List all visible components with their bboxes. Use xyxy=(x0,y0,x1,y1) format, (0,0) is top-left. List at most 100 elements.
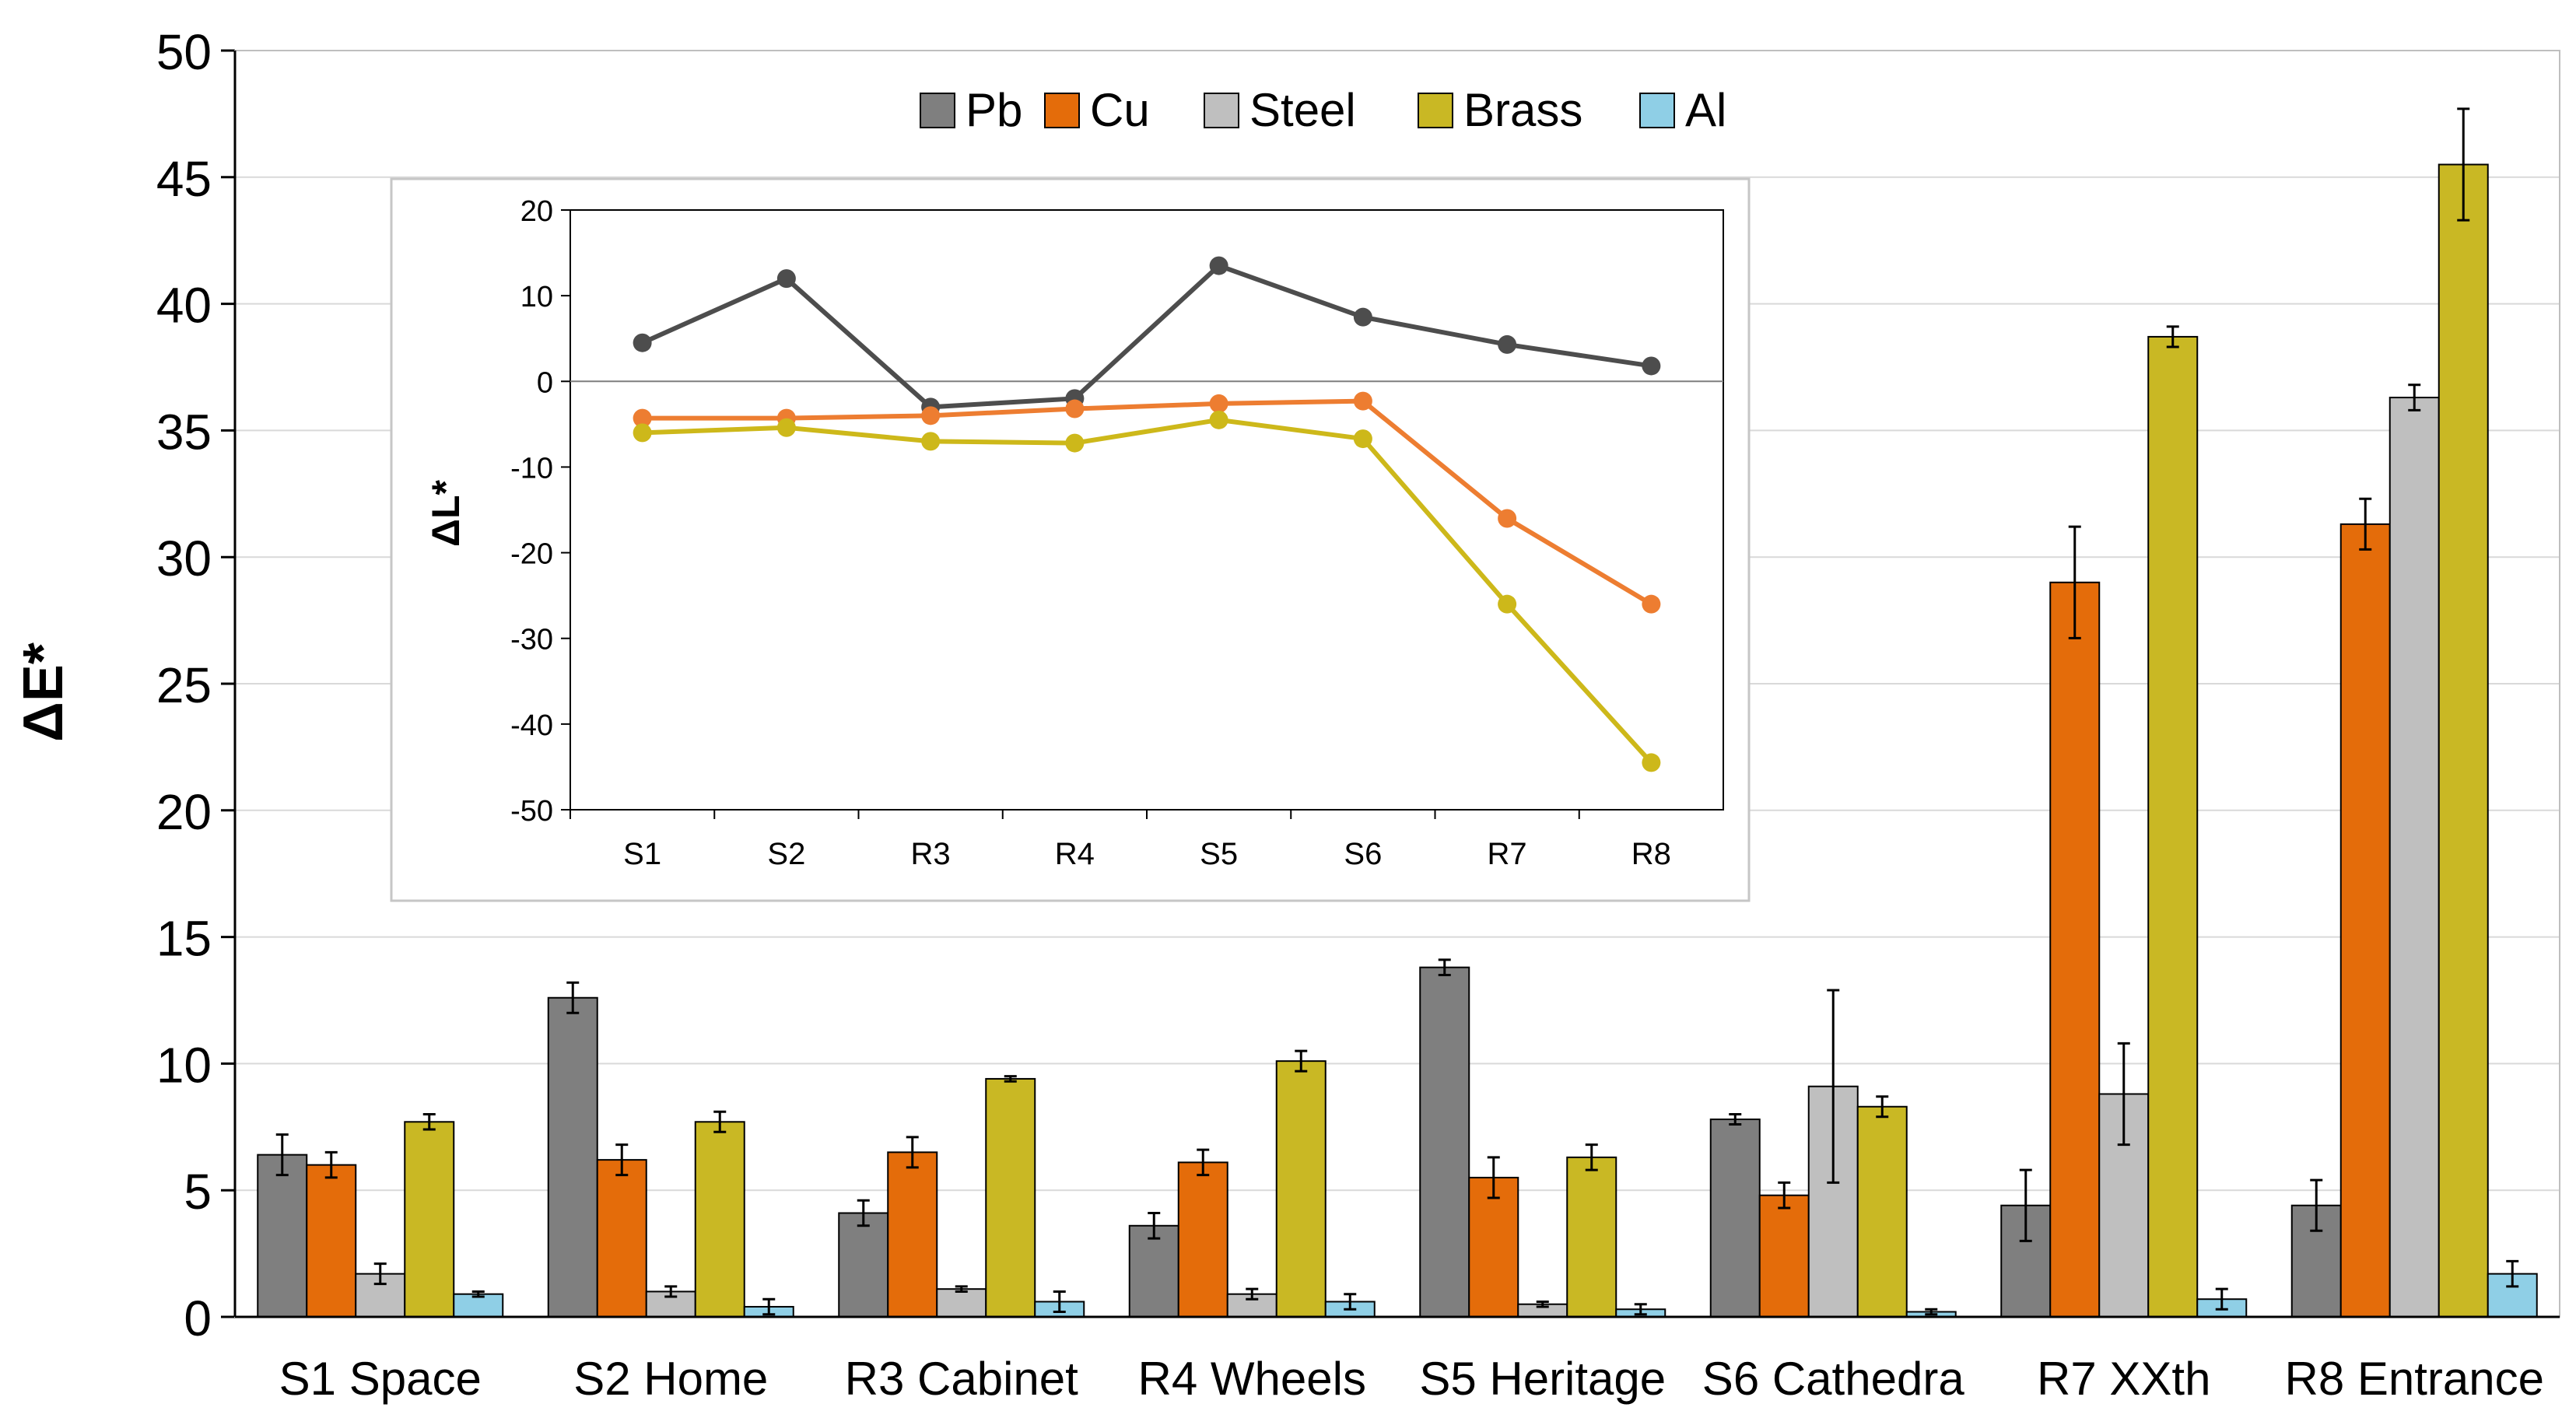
inset-frame xyxy=(390,177,1751,902)
bar-cu-r3-cabinet xyxy=(887,1151,938,1318)
y-tick-label-50: 50 xyxy=(156,24,212,80)
y-tick-label-30: 30 xyxy=(156,530,212,586)
legend-swatch-pb xyxy=(920,93,955,128)
inset-point-brass-s1 xyxy=(633,423,652,443)
inset-point-brass-s6 xyxy=(1353,429,1372,449)
inset-point-pb-s1 xyxy=(633,333,652,352)
inset-y-tick-label--10: -10 xyxy=(510,452,553,485)
bar-pb-s6-cathedra xyxy=(1709,1119,1761,1318)
x-tick-label-r8-entrance: R8 Entrance xyxy=(2284,1353,2544,1405)
inset-point-brass-r3 xyxy=(921,432,941,451)
inset-plot-area xyxy=(561,209,1724,819)
inset-point-pb-s6 xyxy=(1353,307,1372,327)
inset-x-tick-label-r4: R4 xyxy=(1055,837,1095,871)
bar-pb-s1-space xyxy=(257,1154,308,1318)
inset-x-tick-label-s5: S5 xyxy=(1200,837,1238,871)
inset-x-tick-label-r8: R8 xyxy=(1631,837,1671,871)
y-tick-label-45: 45 xyxy=(156,151,212,207)
inset-point-pb-r7 xyxy=(1498,334,1517,354)
x-tick-label-r3-cabinet: R3 Cabinet xyxy=(845,1353,1079,1405)
x-tick-label-r4-wheels: R4 Wheels xyxy=(1138,1353,1366,1405)
legend-swatch-al xyxy=(1639,93,1675,128)
bar-steel-r3-cabinet xyxy=(936,1288,987,1318)
inset-y-tick-label--30: -30 xyxy=(510,624,553,656)
inset-y-tick-label--50: -50 xyxy=(510,795,553,828)
inset-line-pb xyxy=(641,263,1652,410)
inset-line-brass xyxy=(642,417,1653,765)
y-tick-label-35: 35 xyxy=(156,404,212,460)
bar-cu-s5-heritage xyxy=(1468,1176,1519,1318)
y-tick-label-5: 5 xyxy=(184,1164,212,1220)
bar-brass-r8-entrance xyxy=(2438,163,2489,1318)
y-tick-label-15: 15 xyxy=(156,911,212,967)
main-x-tick-labels: S1 Space S2 Home R3 Cabinet R4 Wheels S5 Her… xyxy=(279,1353,2544,1405)
inset-series-lines xyxy=(641,263,1653,765)
inset-y-tick-label-10: 10 xyxy=(520,281,553,313)
legend-label-pb: Pb xyxy=(966,84,1022,136)
main-bars xyxy=(257,107,2538,1318)
y-tick-label-40: 40 xyxy=(156,278,212,334)
bar-brass-r3-cabinet xyxy=(985,1077,1036,1318)
legend: Pb Cu Steel Brass Al xyxy=(920,84,1726,136)
y-tick-label-0: 0 xyxy=(184,1290,212,1346)
inset-point-cu-s1 xyxy=(633,408,652,428)
bar-brass-s5-heritage xyxy=(1566,1156,1617,1318)
inset-point-cu-r8 xyxy=(1642,594,1661,614)
bar-pb-r4-wheels xyxy=(1128,1224,1179,1318)
inset-x-tick-label-s1: S1 xyxy=(623,837,661,871)
inset-series-points xyxy=(633,256,1661,772)
inset-point-cu-r7 xyxy=(1498,509,1517,528)
bar-cu-r4-wheels xyxy=(1177,1161,1228,1318)
inset-point-brass-s2 xyxy=(776,418,796,437)
bar-pb-s5-heritage xyxy=(1419,966,1470,1318)
main-y-tick-labels: 0 5 10 15 20 25 30 35 40 45 50 xyxy=(156,24,212,1346)
inset-x-tick-label-r7: R7 xyxy=(1488,837,1527,871)
inset-point-cu-r3 xyxy=(921,406,941,425)
inset-point-cu-s6 xyxy=(1353,391,1372,411)
legend-label-brass: Brass xyxy=(1463,84,1582,136)
inset-point-cu-s5 xyxy=(1209,394,1228,413)
x-tick-label-s1-space: S1 Space xyxy=(279,1353,482,1405)
bar-brass-r4-wheels xyxy=(1275,1060,1327,1318)
legend-label-al: Al xyxy=(1685,84,1726,136)
inset-point-brass-r8 xyxy=(1642,753,1661,772)
bar-cu-s6-cathedra xyxy=(1758,1194,1810,1318)
legend-swatch-brass xyxy=(1418,93,1453,128)
legend-label-steel: Steel xyxy=(1249,84,1356,136)
bar-brass-s6-cathedra xyxy=(1856,1105,1908,1318)
inset-point-pb-s5 xyxy=(1209,256,1228,275)
y-tick-label-20: 20 xyxy=(156,784,212,840)
inset-y-tick-label-0: 0 xyxy=(537,366,553,399)
legend-swatch-steel xyxy=(1204,93,1239,128)
inset-y-axis-label: ΔL* xyxy=(424,479,468,546)
inset-x-tick-labels: S1 S2 R3 R4 S5 S6 R7 R8 xyxy=(623,837,1671,871)
inset-line-cu xyxy=(642,398,1652,607)
inset-point-brass-s5 xyxy=(1209,410,1228,429)
inset-point-brass-r4 xyxy=(1065,433,1085,453)
y-tick-label-25: 25 xyxy=(156,657,212,713)
x-tick-label-s2-home: S2 Home xyxy=(573,1353,768,1405)
inset-x-tick-label-s6: S6 xyxy=(1344,837,1382,871)
inset-y-tick-label--20: -20 xyxy=(510,538,553,571)
legend-swatch-cu xyxy=(1044,93,1080,128)
inset-point-pb-s2 xyxy=(776,269,796,289)
legend-label-cu: Cu xyxy=(1090,84,1150,136)
inset-point-pb-r8 xyxy=(1642,356,1661,376)
inset-y-tick-label-20: 20 xyxy=(520,195,553,228)
inset-y-tick-label--40: -40 xyxy=(510,709,553,742)
inset-point-cu-r4 xyxy=(1065,399,1085,418)
inset-line-chart: -50 -40 -30 -20 -10 0 10 20 S1 S2 R3 R4 S5 S6 R7 R8 ΔL… xyxy=(390,177,1751,902)
y-tick-label-10: 10 xyxy=(156,1037,212,1093)
main-y-axis-label: ΔE* xyxy=(12,642,75,742)
main-axes xyxy=(221,49,2560,1318)
x-tick-label-r7-xxth: R7 XXth xyxy=(2037,1353,2210,1405)
bar-brass-s1-space xyxy=(404,1121,455,1318)
bar-pb-r3-cabinet xyxy=(838,1212,889,1318)
bar-pb-s2-home xyxy=(547,996,598,1318)
bar-cu-r7-xxth xyxy=(2049,581,2101,1318)
bar-steel-r8-entrance xyxy=(2388,397,2440,1318)
x-tick-label-s5-heritage: S5 Heritage xyxy=(1419,1353,1666,1405)
x-tick-label-s6-cathedra: S6 Cathedra xyxy=(1702,1353,1965,1405)
